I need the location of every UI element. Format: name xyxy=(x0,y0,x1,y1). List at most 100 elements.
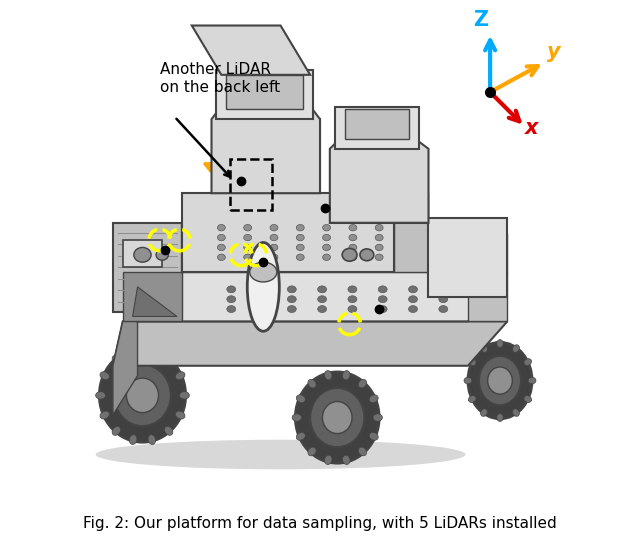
Ellipse shape xyxy=(373,414,382,421)
Text: y: y xyxy=(547,42,561,62)
Ellipse shape xyxy=(247,242,279,331)
Ellipse shape xyxy=(481,345,488,352)
Bar xyxy=(216,70,312,119)
Polygon shape xyxy=(429,218,508,297)
Ellipse shape xyxy=(175,371,185,379)
Ellipse shape xyxy=(468,343,532,419)
Bar xyxy=(335,107,419,149)
Ellipse shape xyxy=(349,225,357,231)
Polygon shape xyxy=(211,119,320,193)
Polygon shape xyxy=(330,149,429,223)
Ellipse shape xyxy=(375,234,383,241)
Ellipse shape xyxy=(439,306,448,312)
Polygon shape xyxy=(138,272,508,322)
Ellipse shape xyxy=(358,447,367,456)
Ellipse shape xyxy=(464,377,472,384)
Ellipse shape xyxy=(287,296,296,303)
Ellipse shape xyxy=(164,426,173,435)
Ellipse shape xyxy=(308,379,316,388)
Ellipse shape xyxy=(317,286,326,293)
Ellipse shape xyxy=(148,346,156,356)
Ellipse shape xyxy=(439,296,448,303)
Polygon shape xyxy=(123,272,182,322)
Ellipse shape xyxy=(408,306,417,312)
Ellipse shape xyxy=(369,433,378,440)
Polygon shape xyxy=(192,26,310,75)
Ellipse shape xyxy=(324,455,332,465)
Ellipse shape xyxy=(227,286,236,293)
Ellipse shape xyxy=(287,306,296,312)
Ellipse shape xyxy=(349,234,357,241)
Ellipse shape xyxy=(524,396,532,403)
Ellipse shape xyxy=(244,225,252,231)
Ellipse shape xyxy=(257,306,266,312)
Ellipse shape xyxy=(369,395,378,403)
Ellipse shape xyxy=(323,244,330,251)
Ellipse shape xyxy=(317,296,326,303)
Polygon shape xyxy=(113,322,508,366)
Ellipse shape xyxy=(218,254,225,260)
Ellipse shape xyxy=(250,262,277,282)
Ellipse shape xyxy=(349,244,357,251)
Ellipse shape xyxy=(134,248,151,262)
Ellipse shape xyxy=(468,396,476,403)
Ellipse shape xyxy=(292,414,301,421)
Ellipse shape xyxy=(244,254,252,260)
Text: Z: Z xyxy=(473,10,488,29)
Ellipse shape xyxy=(296,244,304,251)
Bar xyxy=(123,240,162,267)
Bar xyxy=(227,75,303,109)
Ellipse shape xyxy=(127,378,159,413)
Ellipse shape xyxy=(360,249,374,260)
Ellipse shape xyxy=(378,306,387,312)
Ellipse shape xyxy=(342,455,350,465)
Ellipse shape xyxy=(497,414,503,421)
Ellipse shape xyxy=(375,244,383,251)
Ellipse shape xyxy=(479,356,521,405)
Ellipse shape xyxy=(349,254,357,260)
Polygon shape xyxy=(113,223,182,311)
Ellipse shape xyxy=(129,346,137,356)
Ellipse shape xyxy=(513,409,520,416)
Ellipse shape xyxy=(100,371,109,379)
Ellipse shape xyxy=(244,234,252,241)
Ellipse shape xyxy=(358,379,367,388)
Ellipse shape xyxy=(129,435,137,444)
Ellipse shape xyxy=(513,345,520,352)
Ellipse shape xyxy=(257,286,266,293)
Text: Fig. 2: Our platform for data sampling, with 5 LiDARs installed: Fig. 2: Our platform for data sampling, … xyxy=(83,516,557,531)
Ellipse shape xyxy=(227,306,236,312)
Ellipse shape xyxy=(323,254,330,260)
Ellipse shape xyxy=(342,370,350,380)
Polygon shape xyxy=(138,237,162,322)
Ellipse shape xyxy=(270,225,278,231)
Ellipse shape xyxy=(528,377,536,384)
Ellipse shape xyxy=(348,296,357,303)
Ellipse shape xyxy=(296,234,304,241)
Ellipse shape xyxy=(227,296,236,303)
Polygon shape xyxy=(468,233,508,322)
Bar xyxy=(230,159,272,211)
Ellipse shape xyxy=(348,286,357,293)
Ellipse shape xyxy=(112,426,120,435)
Ellipse shape xyxy=(488,367,512,394)
Ellipse shape xyxy=(310,388,364,447)
Ellipse shape xyxy=(99,348,186,442)
Ellipse shape xyxy=(378,286,387,293)
Ellipse shape xyxy=(218,234,225,241)
Ellipse shape xyxy=(270,234,278,241)
Ellipse shape xyxy=(179,392,189,399)
Ellipse shape xyxy=(295,372,379,463)
Ellipse shape xyxy=(342,248,357,261)
Ellipse shape xyxy=(323,234,330,241)
Ellipse shape xyxy=(296,433,305,440)
Ellipse shape xyxy=(323,225,330,231)
Ellipse shape xyxy=(218,225,225,231)
Polygon shape xyxy=(330,134,429,223)
Ellipse shape xyxy=(296,254,304,260)
Ellipse shape xyxy=(408,296,417,303)
Ellipse shape xyxy=(270,244,278,251)
Ellipse shape xyxy=(481,409,488,416)
Ellipse shape xyxy=(497,340,503,347)
Ellipse shape xyxy=(324,370,332,380)
